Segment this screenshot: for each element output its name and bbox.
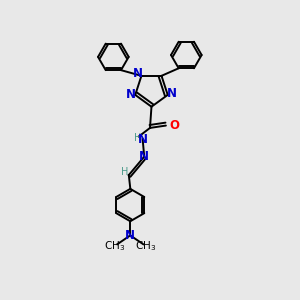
Text: CH$_3$: CH$_3$ bbox=[135, 240, 156, 254]
Text: N: N bbox=[133, 67, 143, 80]
Text: N: N bbox=[138, 133, 148, 146]
Text: N: N bbox=[126, 88, 136, 101]
Text: N: N bbox=[139, 150, 149, 163]
Text: O: O bbox=[169, 119, 179, 132]
Text: H: H bbox=[134, 133, 141, 142]
Text: N: N bbox=[125, 229, 135, 242]
Text: H: H bbox=[121, 167, 128, 177]
Text: N: N bbox=[167, 87, 177, 101]
Text: CH$_3$: CH$_3$ bbox=[104, 240, 126, 254]
